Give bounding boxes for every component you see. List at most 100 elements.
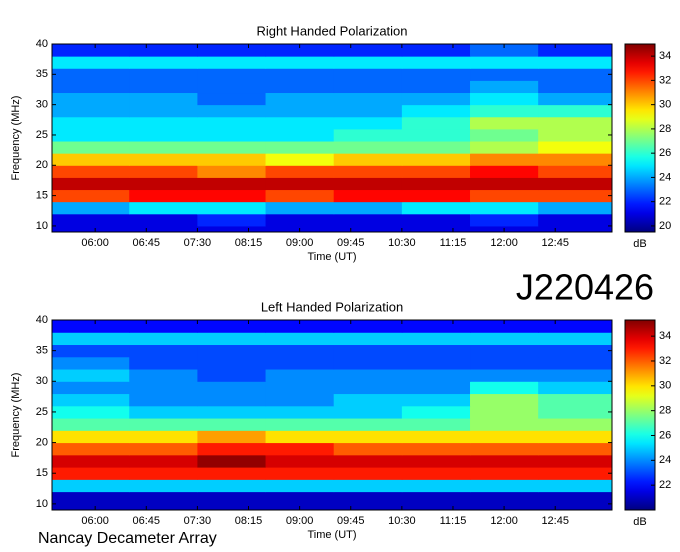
y-tick-label: 35: [36, 345, 48, 357]
heatmap-cell: [333, 332, 403, 346]
heatmap-cell: [470, 189, 539, 203]
heatmap-cell: [470, 141, 539, 154]
heatmap-cell: [197, 454, 267, 468]
heatmap-cell: [470, 418, 539, 431]
heatmap-cell: [333, 454, 403, 468]
heatmap-cell: [265, 116, 335, 130]
heatmap-cell: [401, 104, 471, 118]
y-tick-label: 10: [36, 220, 48, 232]
heatmap-cell: [197, 356, 267, 370]
heatmap-cell: [129, 80, 198, 94]
heatmap-cell: [197, 104, 267, 118]
heatmap-cell: [129, 225, 198, 233]
heatmap-cell: [333, 141, 403, 154]
heatmap-cell: [538, 44, 613, 57]
x-tick-label: 09:00: [286, 515, 314, 527]
colorbar-tick-label: 22: [659, 196, 671, 208]
heatmap-cell: [265, 405, 335, 419]
heatmap-cell: [401, 503, 471, 511]
x-tick-label: 12:00: [490, 515, 518, 527]
heatmap-cell: [333, 369, 403, 382]
heatmap-cell: [129, 128, 198, 142]
heatmap-cell: [52, 44, 130, 57]
x-tick-label: 09:00: [286, 237, 314, 249]
heatmap-cell: [129, 177, 198, 191]
heatmap-cell: [470, 165, 539, 178]
heatmap-cell: [129, 503, 198, 511]
heatmap-cell: [265, 344, 335, 358]
x-tick-label: 07:30: [184, 515, 212, 527]
heatmap-cell: [538, 467, 613, 480]
colorbar-tick-label: 22: [659, 479, 671, 491]
heatmap-cell: [52, 177, 130, 191]
y-tick-label: 35: [36, 68, 48, 80]
heatmap-cell: [538, 141, 613, 154]
heatmap-cell: [52, 92, 130, 106]
colorbar: [624, 43, 656, 233]
heatmap-cell: [538, 344, 613, 358]
heatmap-cell: [52, 393, 130, 407]
heatmap-cell: [265, 418, 335, 431]
heatmap-cell: [197, 153, 267, 166]
heatmap-cell: [333, 213, 403, 227]
heatmap-cell: [129, 356, 198, 370]
heatmap-cell: [265, 393, 335, 407]
chart-title: Right Handed Polarization: [256, 23, 407, 38]
x-tick-label: 11:15: [440, 515, 467, 527]
heatmap-cell: [52, 320, 130, 333]
colorbar-tick-label: 26: [659, 147, 671, 159]
heatmap-cell: [401, 344, 471, 358]
colorbar-tick-label: 24: [659, 454, 671, 466]
heatmap-cell: [333, 467, 403, 480]
heatmap-cell: [333, 430, 403, 444]
heatmap-cell: [265, 141, 335, 154]
heatmap-cell: [52, 344, 130, 358]
heatmap-cell: [470, 44, 539, 57]
heatmap-cell: [129, 56, 198, 69]
y-tick-label: 15: [36, 190, 48, 202]
heatmap-cell: [52, 369, 130, 382]
heatmap-cell: [197, 418, 267, 431]
heatmap-cell: [333, 116, 403, 130]
heatmap-cell: [265, 442, 335, 456]
heatmap-cell: [265, 128, 335, 142]
heatmap-cell: [401, 479, 471, 493]
heatmap-cell: [197, 467, 267, 480]
heatmap-cell: [129, 201, 198, 215]
heatmap-cell: [197, 56, 267, 69]
heatmap-cell: [197, 44, 267, 57]
heatmap-cell: [265, 92, 335, 106]
heatmap-cell: [265, 80, 335, 94]
heatmap-cell: [333, 381, 403, 395]
heatmap-cell: [470, 213, 539, 227]
heatmap-cell: [197, 165, 267, 178]
heatmap-cell: [197, 344, 267, 358]
x-tick-label: 11:15: [440, 237, 467, 249]
heatmap-cell: [333, 68, 403, 81]
x-tick-label: 12:45: [541, 237, 569, 249]
heatmap-cell: [265, 479, 335, 493]
heatmap-cell: [129, 418, 198, 431]
heatmap-cell: [52, 189, 130, 203]
heatmap-cell: [197, 92, 267, 106]
heatmap-cell: [470, 128, 539, 142]
heatmap-cell: [538, 104, 613, 118]
colorbar-tick-label: 30: [659, 380, 671, 392]
heatmap-cell: [538, 356, 613, 370]
heatmap-cell: [538, 153, 613, 166]
heatmap-cell: [470, 356, 539, 370]
x-tick-label: 06:45: [133, 237, 161, 249]
x-axis-label: Time (UT): [307, 251, 356, 263]
heatmap-cell: [129, 467, 198, 480]
x-tick-label: 08:15: [235, 237, 263, 249]
y-tick-label: 10: [36, 498, 48, 510]
heatmap-cell: [52, 418, 130, 431]
heatmap-cell: [197, 320, 267, 333]
y-tick-label: 15: [36, 467, 48, 479]
heatmap-cell: [52, 332, 130, 346]
x-tick-label: 12:00: [490, 237, 518, 249]
heatmap-cell: [538, 128, 613, 142]
heatmap-cell: [52, 116, 130, 130]
colorbar-tick-label: 34: [659, 330, 671, 342]
heatmap-cell: [333, 165, 403, 178]
